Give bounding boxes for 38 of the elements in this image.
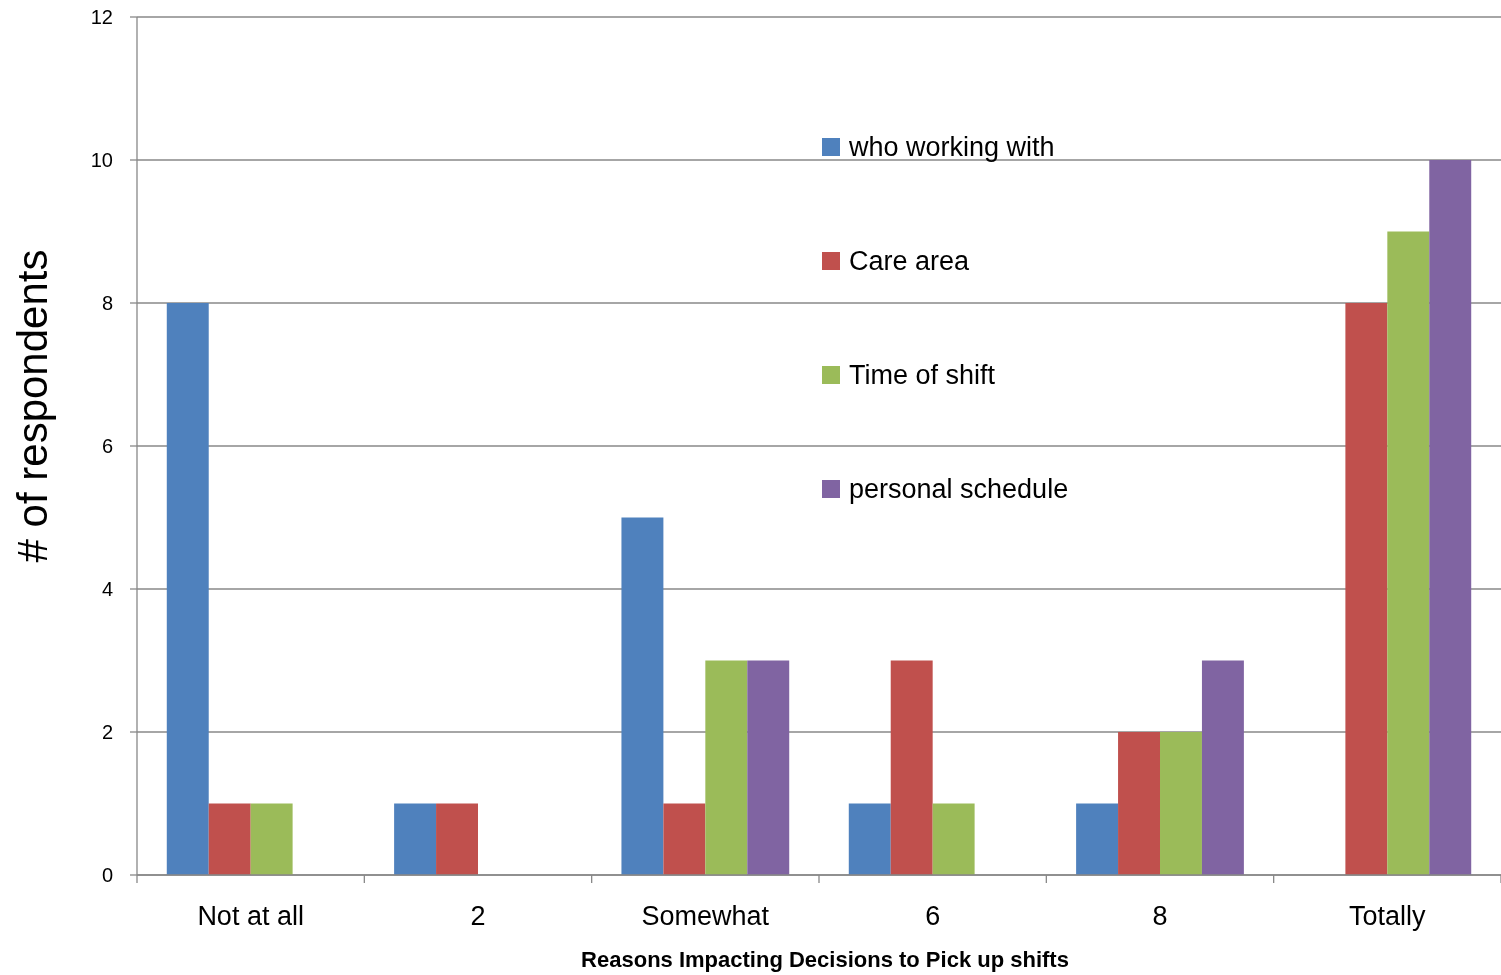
- bar: [1201, 660, 1244, 875]
- y-tick-label: 4: [101, 578, 113, 600]
- legend-label: who working with: [848, 132, 1055, 163]
- bar: [208, 803, 251, 875]
- bar: [890, 660, 933, 875]
- bar: [1118, 732, 1160, 875]
- bar: [621, 517, 664, 875]
- x-axis-title: Reasons Impacting Decisions to Pick up shifts: [581, 947, 1069, 972]
- bar: [1160, 732, 1202, 875]
- y-tick-label: 6: [101, 435, 113, 457]
- bar: [1345, 303, 1388, 875]
- y-tick-label: 2: [101, 721, 113, 743]
- bar: [705, 660, 748, 875]
- legend-label: Care area: [849, 246, 971, 277]
- x-tick-label: 2: [470, 901, 486, 931]
- bar: [250, 803, 293, 875]
- legend-label: Time of shift: [849, 360, 996, 391]
- bar: [1429, 160, 1472, 875]
- bar: [1387, 231, 1430, 875]
- y-axis-title: # of respondents: [9, 249, 56, 563]
- bar: [436, 803, 478, 875]
- x-tick-label: Not at all: [197, 901, 304, 931]
- y-tick-label: 0: [101, 864, 113, 886]
- x-tick-label: 8: [1152, 901, 1168, 931]
- x-tick-label: 6: [925, 901, 941, 931]
- y-tick-label: 12: [90, 6, 113, 28]
- x-tick-label: Somewhat: [641, 901, 770, 931]
- bar: [166, 303, 209, 875]
- x-tick-label: Totally: [1349, 901, 1427, 931]
- bar: [394, 803, 437, 875]
- y-tick-label: 8: [101, 292, 113, 314]
- legend-label: personal schedule: [849, 474, 1069, 505]
- bar: [663, 803, 706, 875]
- bar: [848, 803, 891, 875]
- y-tick-label: 10: [90, 149, 113, 171]
- bar: [932, 803, 975, 875]
- bar: [1076, 803, 1119, 875]
- bar: [747, 660, 790, 875]
